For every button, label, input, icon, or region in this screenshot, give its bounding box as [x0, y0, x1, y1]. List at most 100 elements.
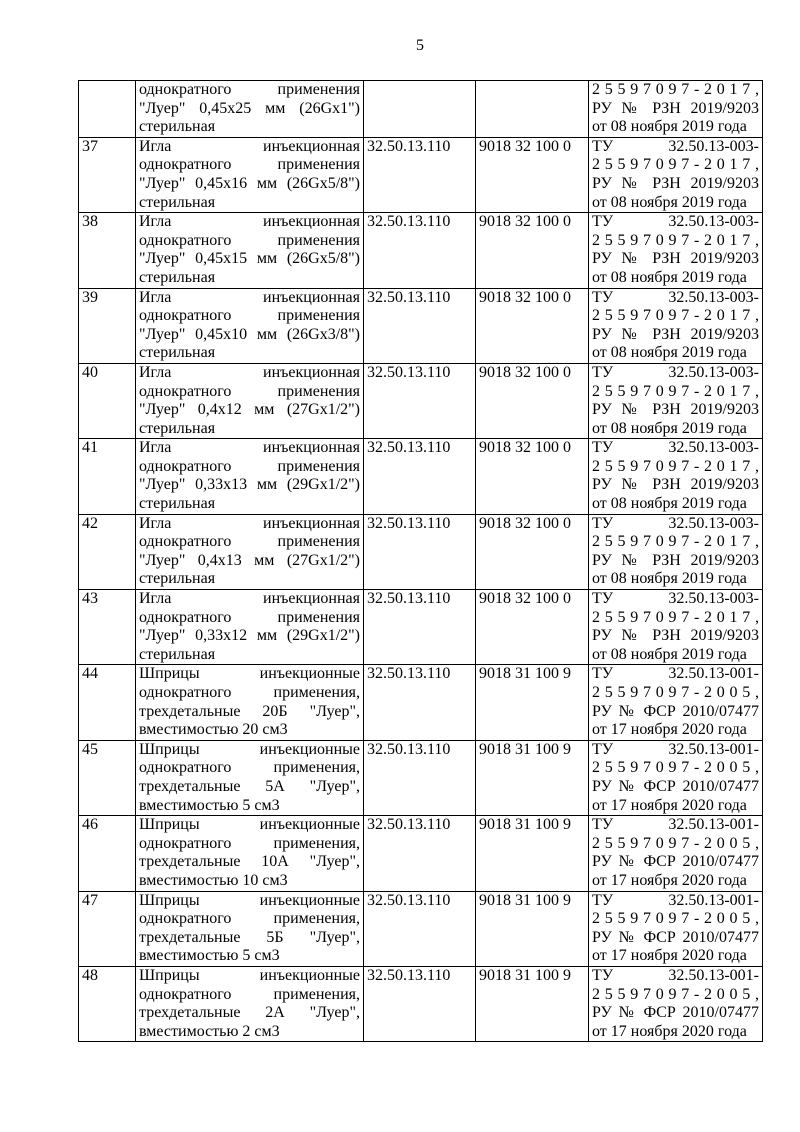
registration-line: 2 5 5 9 7 0 9 7 - 2 0 0 5 , — [592, 985, 759, 1003]
row-number-cell: 45 — [78, 739, 136, 817]
tnved-code: 9018 32 100 0 — [479, 213, 571, 231]
registration-line: 2 5 5 9 7 0 9 7 - 2 0 1 7 , — [592, 231, 759, 249]
okpd2-code-cell: 32.50.13.110 — [363, 287, 476, 364]
registration-line: от 08 ноября 2019 года — [592, 570, 747, 588]
row-number: 46 — [82, 816, 98, 834]
tnved-code-cell — [475, 80, 589, 138]
registration-line: 2 5 5 9 7 0 9 7 - 2 0 0 5 , — [592, 759, 759, 777]
registration-line: ТУ 32.50.13-001- — [592, 816, 759, 834]
tnved-code: 9018 32 100 0 — [479, 439, 571, 457]
description-line: однократного применения — [139, 533, 360, 551]
registration-line: ТУ 32.50.13-001- — [592, 740, 759, 758]
table-row: 40 Игла инъекционная однократного применен… — [78, 362, 763, 440]
description-line: Шприцы инъекционные — [139, 665, 360, 683]
table-row: 41 Игла инъекционная однократного применен… — [78, 438, 763, 515]
description-line: однократного применения — [139, 156, 360, 174]
registration-line: от 08 ноября 2019 года — [592, 495, 747, 513]
description-line: Игла инъекционная — [139, 213, 360, 231]
registration-line: от 17 ноября 2020 года — [592, 947, 747, 965]
description-line: Игла инъекционная — [139, 137, 360, 155]
registration-cell: ТУ 32.50.13-001- 2 5 5 9 7 0 9 7 - 2 0 0 … — [588, 739, 763, 817]
registration-line: РУ № ФСР 2010/07477 — [592, 702, 759, 720]
row-number: 43 — [82, 590, 98, 608]
okpd2-code-cell: 32.50.13.110 — [363, 965, 476, 1043]
description-cell: Игла инъекционная однократного применения… — [135, 589, 364, 666]
row-number-cell: 41 — [78, 438, 136, 515]
description-cell: Шприцы инъекционные однократного применен… — [135, 739, 364, 817]
table-row: 43 Игла инъекционная однократного применен… — [78, 589, 763, 666]
registration-line: ТУ 32.50.13-003- — [592, 137, 759, 155]
description-line: Игла инъекционная — [139, 439, 360, 457]
tnved-code-cell: 9018 32 100 0 — [475, 589, 589, 666]
registration-line: от 08 ноября 2019 года — [592, 268, 747, 286]
description-line: Шприцы инъекционные — [139, 966, 360, 984]
tnved-code-cell: 9018 31 100 9 — [475, 664, 589, 741]
description-line: однократного применения — [139, 382, 360, 400]
registration-line: РУ № ФСР 2010/07477 — [592, 777, 759, 795]
row-number: 44 — [82, 665, 98, 683]
okpd2-code-cell: 32.50.13.110 — [363, 589, 476, 666]
row-number-cell: 47 — [78, 890, 136, 967]
description-line: стерильная — [139, 570, 216, 588]
okpd2-code: 32.50.13.110 — [367, 966, 451, 984]
registration-line: от 08 ноября 2019 года — [592, 193, 747, 211]
tnved-code-cell: 9018 32 100 0 — [475, 513, 589, 591]
description-line: однократного применения — [139, 608, 360, 626]
description-line: стерильная — [139, 118, 216, 136]
description-line: Игла инъекционная — [139, 590, 360, 608]
registration-cell: ТУ 32.50.13-003- 2 5 5 9 7 0 9 7 - 2 0 1 … — [588, 362, 763, 440]
description-line: трехдетальные 5А "Луер", — [139, 777, 360, 795]
description-line: "Луер" 0,4x12 мм (27Gx1/2") — [139, 401, 360, 419]
description-line: "Луер" 0,4x13 мм (27Gx1/2") — [139, 551, 360, 569]
description-cell: Шприцы инъекционные однократного применен… — [135, 890, 364, 967]
tnved-code: 9018 32 100 0 — [479, 137, 571, 155]
row-number-cell: 43 — [78, 589, 136, 666]
okpd2-code-cell: 32.50.13.110 — [363, 513, 476, 591]
okpd2-code-cell: 32.50.13.110 — [363, 136, 476, 214]
table-row: 42 Игла инъекционная однократного применен… — [78, 513, 763, 591]
registration-line: от 08 ноября 2019 года — [592, 344, 747, 362]
description-line: однократного применения, — [139, 759, 360, 777]
registration-line: 2 5 5 9 7 0 9 7 - 2 0 1 7 , — [592, 382, 759, 400]
registration-line: РУ № ФСР 2010/07477 — [592, 928, 759, 946]
registration-cell: ТУ 32.50.13-003- 2 5 5 9 7 0 9 7 - 2 0 1 … — [588, 136, 763, 214]
row-number-cell: 44 — [78, 664, 136, 741]
row-number-cell: 46 — [78, 815, 136, 892]
registration-line: 2 5 5 9 7 0 9 7 - 2 0 0 5 , — [592, 684, 759, 701]
registration-cell: ТУ 32.50.13-003- 2 5 5 9 7 0 9 7 - 2 0 1 … — [588, 438, 763, 515]
description-cell: Шприцы инъекционные однократного применен… — [135, 664, 364, 741]
description-cell: Игла инъекционная однократного применения… — [135, 513, 364, 591]
registration-line: РУ № РЗН 2019/9203 — [592, 325, 759, 343]
table-row: 44 Шприцы инъекционные однократного примен… — [78, 664, 763, 741]
registration-line: ТУ 32.50.13-001- — [592, 966, 759, 984]
description-cell: однократного применения "Луер" 0,45x25 мм… — [135, 80, 364, 138]
registration-line: РУ № РЗН 2019/9203 — [592, 174, 759, 192]
description-line: однократного применения — [139, 231, 360, 249]
description-line: стерильная — [139, 495, 216, 513]
tnved-code-cell: 9018 31 100 9 — [475, 890, 589, 967]
description-line: однократного применения, — [139, 684, 360, 701]
tnved-code: 9018 31 100 9 — [479, 891, 571, 909]
row-number-cell — [78, 80, 136, 138]
row-number: 40 — [82, 363, 98, 381]
row-number-cell: 42 — [78, 513, 136, 591]
description-cell: Шприцы инъекционные однократного применен… — [135, 815, 364, 892]
page-number: 5 — [416, 37, 424, 54]
registration-line: РУ № РЗН 2019/9203 — [592, 627, 759, 645]
description-line: Игла инъекционная — [139, 288, 360, 306]
okpd2-code: 32.50.13.110 — [367, 590, 451, 608]
items-table: однократного применения "Луер" 0,45x25 мм… — [78, 80, 763, 1043]
description-line: стерильная — [139, 645, 216, 663]
okpd2-code: 32.50.13.110 — [367, 213, 451, 231]
okpd2-code: 32.50.13.110 — [367, 740, 451, 758]
registration-cell: ТУ 32.50.13-003- 2 5 5 9 7 0 9 7 - 2 0 1 … — [588, 513, 763, 591]
okpd2-code: 32.50.13.110 — [367, 891, 451, 909]
description-line: трехдетальные 2А "Луер", — [139, 1004, 360, 1022]
registration-cell: ТУ 32.50.13-003- 2 5 5 9 7 0 9 7 - 2 0 1 … — [588, 589, 763, 666]
tnved-code-cell: 9018 31 100 9 — [475, 739, 589, 817]
row-number-cell: 38 — [78, 212, 136, 289]
description-line: стерильная — [139, 344, 216, 362]
okpd2-code: 32.50.13.110 — [367, 363, 451, 381]
table-row: 37 Игла инъекционная однократного применен… — [78, 136, 763, 214]
tnved-code-cell: 9018 31 100 9 — [475, 965, 589, 1043]
